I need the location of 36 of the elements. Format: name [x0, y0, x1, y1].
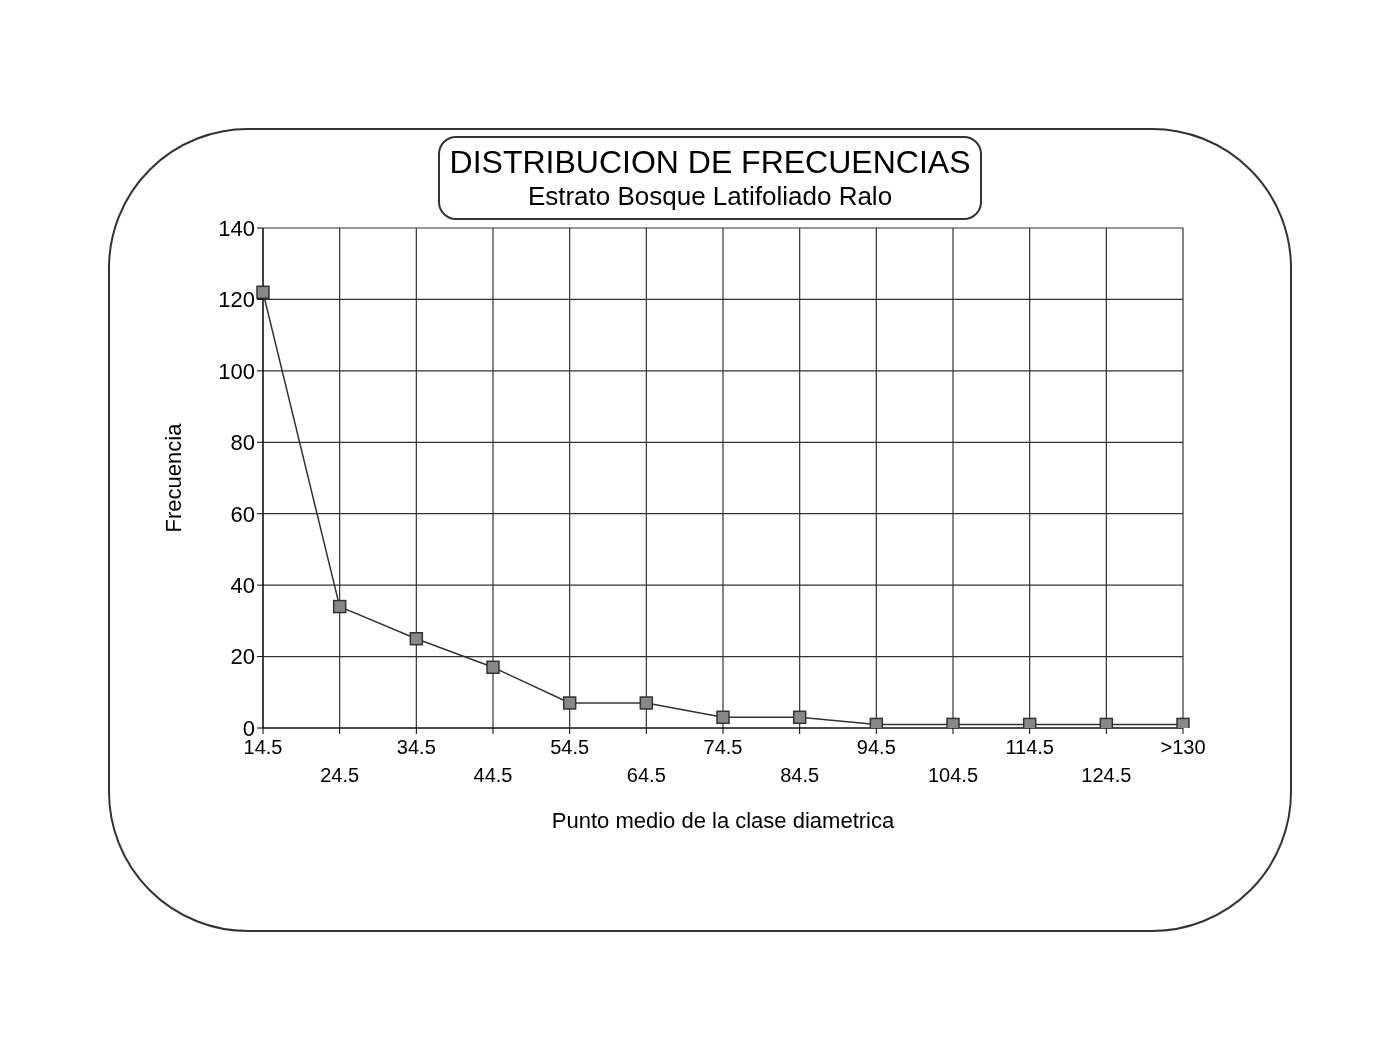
point: [869, 717, 884, 728]
point: [792, 710, 807, 725]
point: [332, 599, 347, 614]
x-tick-label: 74.5: [703, 736, 743, 758]
point: [409, 631, 424, 646]
x-tick-label: 124.5: [1081, 764, 1132, 786]
x-tick-label: 54.5: [550, 736, 590, 758]
chart-subtitle: Estrato Bosque Latifoliado Ralo: [526, 181, 894, 212]
point: [639, 696, 654, 710]
x-tick-label: 114.5: [1005, 736, 1054, 758]
point: [486, 660, 500, 675]
point: [562, 696, 577, 710]
point: [1022, 717, 1037, 728]
x-tick-label: 34.5: [396, 736, 436, 758]
point: [716, 710, 730, 725]
x-tick-label: 24.5: [320, 764, 360, 786]
y-tick-label: 100: [218, 358, 255, 384]
y-tick-label: 140: [218, 215, 255, 241]
y-tick-label: 40: [230, 572, 255, 598]
x-tick-label: 104.5: [927, 764, 979, 786]
x-tick-label: 64.5: [626, 764, 666, 786]
y-tick-label: 80: [230, 430, 255, 456]
point: [256, 285, 270, 300]
y-tick-label: 120: [218, 287, 255, 313]
y-tick-label: 60: [230, 501, 255, 527]
y-axis-title: Frecuencia: [160, 422, 186, 533]
x-tick-label: >130: [1160, 736, 1206, 758]
x-tick-label: 94.5: [856, 736, 896, 758]
chart-title: DISTRIBUCION DE FRECUENCIAS: [448, 144, 972, 181]
y-tick-label: 20: [230, 644, 255, 670]
x-axis-title: Punto medio de la clase diametrica: [551, 808, 895, 833]
x-tick-label: 44.5: [473, 764, 513, 786]
x-tick-label: 84.5: [780, 764, 820, 786]
point: [1176, 717, 1190, 728]
point: [1099, 717, 1114, 728]
point: [946, 717, 960, 728]
